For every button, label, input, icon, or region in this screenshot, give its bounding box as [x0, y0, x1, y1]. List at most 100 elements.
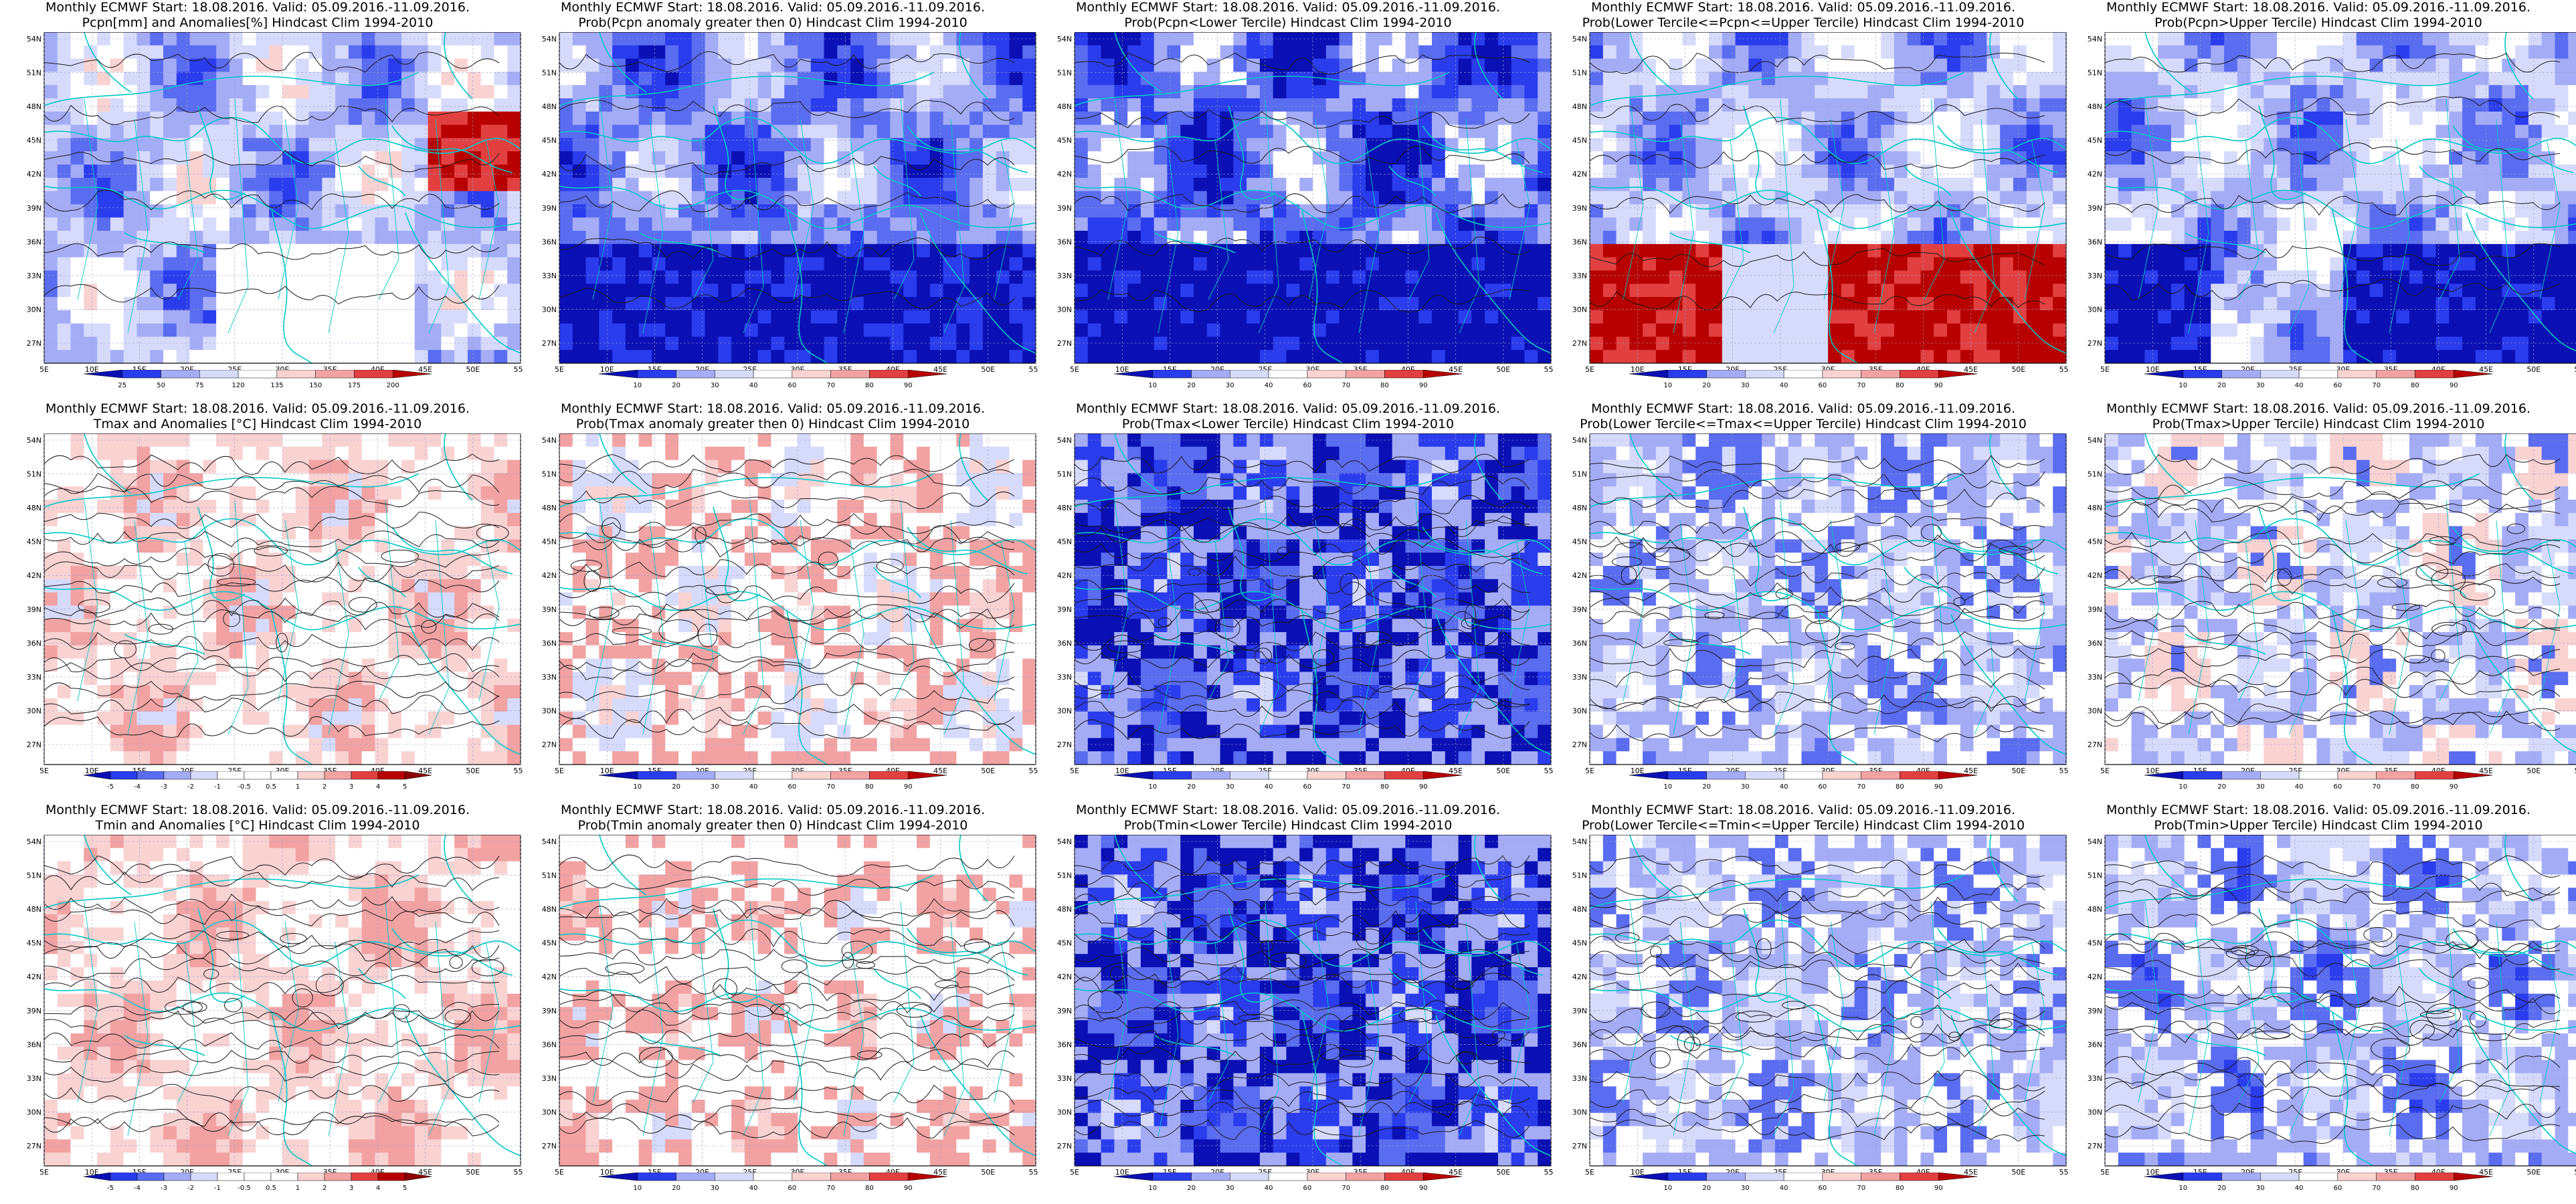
contour-path: [1075, 962, 1530, 984]
colorbar-swatch: [1745, 771, 1784, 780]
contour-ring: [1357, 631, 1392, 645]
lat-tick-label: 45N: [27, 538, 41, 546]
contour-ring: [2460, 583, 2496, 601]
colorbar-label: 70: [826, 382, 835, 389]
panel-title-line1: Monthly ECMWF Start: 18.08.2016. Valid: …: [45, 0, 470, 15]
colorbar-label: 20: [2217, 783, 2226, 791]
border-path: [2539, 138, 2561, 300]
lat-tick-label: 39N: [542, 1007, 557, 1015]
coastlines: [1590, 835, 2066, 1166]
contour-ring: [449, 956, 463, 969]
panel-title-line1: Monthly ECMWF Start: 18.08.2016. Valid: …: [45, 803, 470, 817]
colorbar-label: 1: [296, 1185, 300, 1192]
colorbar-label: 10: [1663, 382, 1672, 389]
colorbar-swatch: [1783, 1173, 1823, 1181]
coastline-path: [124, 232, 205, 254]
colorbar-label: 70: [2372, 1185, 2381, 1192]
country-borders: [592, 901, 1015, 1136]
border-path: [1924, 98, 1945, 300]
colorbar-swatch: [1191, 1173, 1230, 1181]
colorbar-label: 60: [788, 783, 797, 791]
map-content: [2105, 835, 2576, 1166]
contour-lines: [559, 854, 1015, 1138]
lat-tick-label: 42N: [2088, 571, 2102, 580]
contour-path: [1075, 719, 1530, 740]
panel-title-line1: Monthly ECMWF Start: 18.08.2016. Valid: …: [2106, 803, 2531, 817]
colorbar-label: 90: [904, 382, 913, 389]
colorbar-swatch: [2415, 370, 2454, 379]
colorbar-swatch: [2453, 1173, 2493, 1181]
colorbar-swatch: [136, 771, 165, 780]
colorbar-swatch: [2183, 1173, 2222, 1181]
contour-ring: [1834, 641, 1855, 651]
colorbar-swatch: [297, 1173, 325, 1181]
border-path: [378, 500, 399, 702]
colorbar-label: 80: [2411, 1185, 2419, 1192]
colorbar-swatch: [830, 370, 870, 379]
coastline-path: [1743, 105, 1791, 200]
colorbar-label: 90: [2450, 1185, 2458, 1192]
contour-path: [1075, 593, 1530, 615]
colorbar-label: 200: [387, 382, 399, 389]
border-path: [2489, 520, 2510, 735]
lon-tick-label: 50E: [1496, 365, 1510, 374]
contour-path: [1075, 973, 1530, 994]
lat-tick-label: 54N: [1057, 35, 1072, 43]
panel-title-line1: Monthly ECMWF Start: 18.08.2016. Valid: …: [45, 401, 470, 416]
coastline-path: [1669, 232, 1751, 254]
contour-path: [1590, 247, 2045, 268]
colorbar-swatch: [2453, 771, 2493, 780]
contour-path: [1075, 476, 1530, 496]
contour-path: [44, 52, 500, 73]
colorbar-swatch: [315, 370, 355, 379]
colorbar-swatch: [1230, 370, 1269, 379]
contour-ring: [1453, 981, 1474, 990]
lon-tick-label: 5E: [39, 365, 49, 374]
contour-path: [1075, 699, 1530, 720]
lat-tick-label: 48N: [542, 905, 557, 914]
shaded-field: [44, 433, 521, 765]
contour-path: [44, 631, 500, 651]
colorbar-label: 3: [349, 1185, 353, 1192]
colorbar-label: 60: [1819, 1185, 1827, 1192]
contour-path: [44, 189, 500, 212]
border-path: [893, 500, 915, 702]
map-content: [559, 32, 1036, 363]
colorbar-swatch: [1113, 1173, 1154, 1181]
coastline-path: [444, 433, 473, 501]
colorbar: 10 20 30 40 60 70 80 90: [1113, 370, 1463, 389]
colorbar: 10 20 30 40 60 70 80 90: [1629, 771, 1978, 791]
border-path: [127, 520, 149, 735]
lat-tick-label: 42N: [1057, 571, 1072, 580]
border-path: [1509, 540, 1530, 702]
colorbar-swatch: [1706, 1173, 1746, 1181]
colorbar-swatch: [1307, 771, 1346, 780]
lat-tick-label: 51N: [2088, 872, 2102, 880]
colorbar-label: 5: [403, 783, 407, 791]
colorbar-label: 60: [2334, 783, 2342, 791]
contour-ring: [1456, 1051, 1475, 1064]
colorbar-swatch: [163, 771, 191, 780]
contour-path: [1075, 454, 1530, 474]
colorbar-swatch: [1629, 370, 1669, 379]
border-path: [943, 921, 965, 1136]
coastline-path: [959, 32, 988, 100]
lat-tick-label: 39N: [27, 204, 41, 213]
contour-path: [2105, 530, 2561, 551]
contour-path: [2105, 278, 2561, 301]
contour-path: [1075, 193, 1530, 214]
lat-tick-label: 54N: [27, 35, 41, 43]
contour-ring: [1677, 1030, 1695, 1054]
lon-tick-label: 45E: [1964, 767, 1978, 775]
panel-title-line2: Pcpn[mm] and Anomalies[%] Hindcast Clim …: [82, 15, 434, 30]
contour-path: [44, 284, 500, 305]
contour-ring: [2363, 927, 2393, 942]
colorbar-label: -1: [214, 783, 221, 791]
contour-path: [1075, 686, 1530, 708]
colorbar-swatch: [1938, 771, 1978, 780]
coastline-path: [197, 506, 246, 601]
lat-tick-label: 51N: [1572, 872, 1587, 880]
lat-tick-label: 51N: [542, 69, 557, 78]
